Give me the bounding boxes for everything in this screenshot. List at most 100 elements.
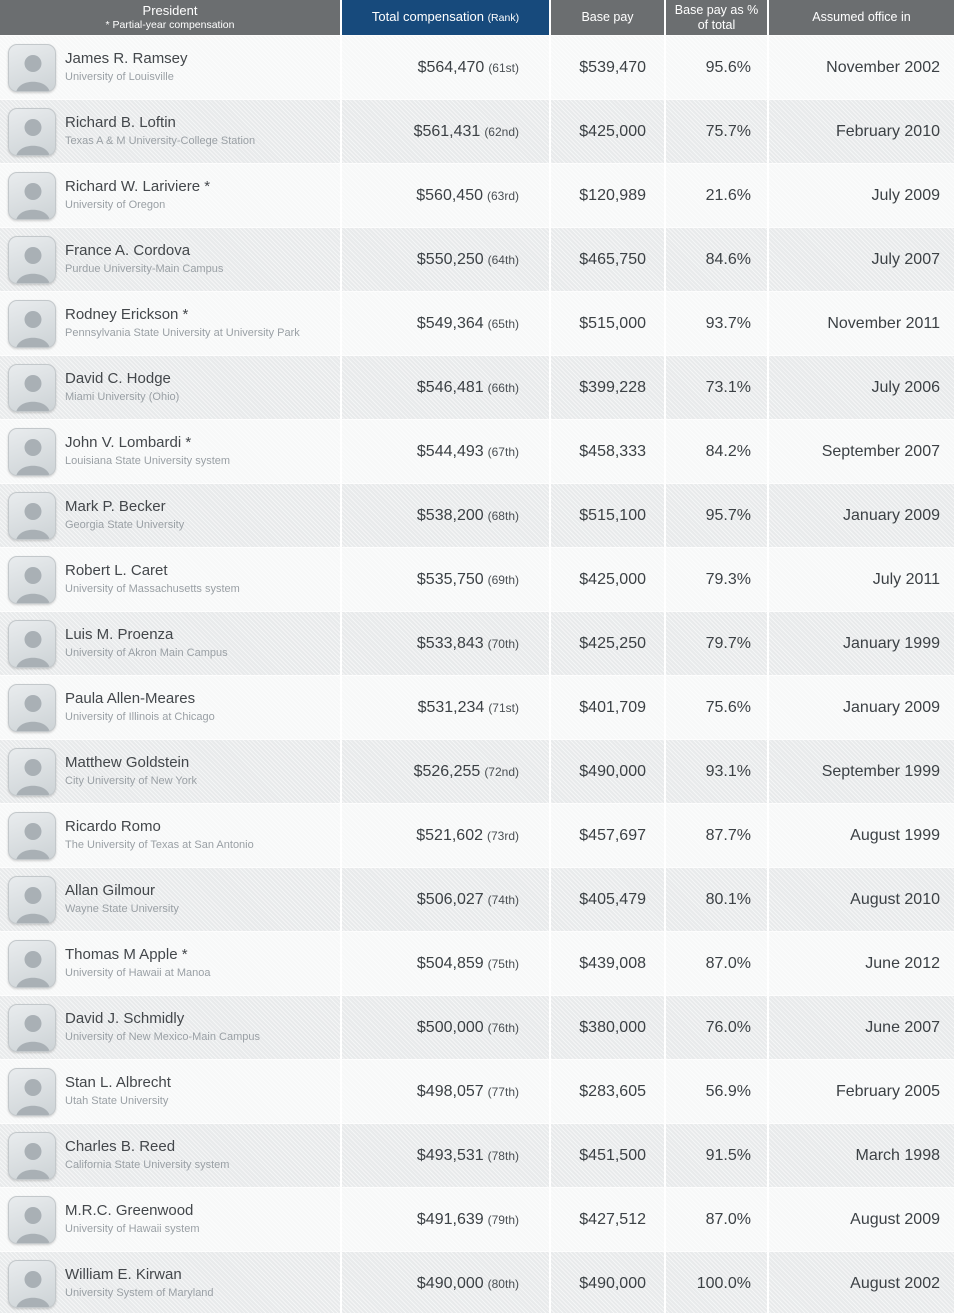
university-name: Pennsylvania State University at Univers… xyxy=(65,327,300,340)
total-compensation-value: $560,450 xyxy=(416,186,483,204)
total-compensation-cell: $504,859 (75th) xyxy=(340,932,549,995)
rank-value: (67th) xyxy=(487,444,519,459)
president-identity: Charles B. Reed California State Univers… xyxy=(65,1138,229,1172)
president-cell: David C. Hodge Miami University (Ohio) xyxy=(0,356,340,419)
person-silhouette-icon xyxy=(16,182,50,219)
column-header-president[interactable]: President * Partial-year compensation xyxy=(0,0,340,35)
pct-of-total-cell: 84.2% xyxy=(664,420,767,483)
base-pay-value: $458,333 xyxy=(579,442,646,460)
university-name: Wayne State University xyxy=(65,903,179,916)
president-identity: Stan L. Albrecht Utah State University xyxy=(65,1074,171,1108)
pct-of-total-value: 76.0% xyxy=(705,1018,751,1036)
pct-of-total-cell: 93.7% xyxy=(664,292,767,355)
assumed-office-cell: March 1998 xyxy=(767,1124,954,1187)
partial-year-note: * Partial-year compensation xyxy=(105,19,235,32)
pct-of-total-value: 87.0% xyxy=(705,1210,751,1228)
table-row: Luis M. Proenza University of Akron Main… xyxy=(0,611,954,675)
pct-of-total-value: 100.0% xyxy=(696,1274,751,1292)
president-photo xyxy=(8,107,56,156)
pct-of-total-cell: 100.0% xyxy=(664,1252,767,1313)
rank-value: (65th) xyxy=(487,316,519,331)
column-header-assumed-office[interactable]: Assumed office in xyxy=(767,0,954,35)
pct-of-total-cell: 73.1% xyxy=(664,356,767,419)
total-compensation-cell: $549,364 (65th) xyxy=(340,292,549,355)
table-row: David J. Schmidly University of New Mexi… xyxy=(0,995,954,1059)
person-silhouette-icon xyxy=(16,630,50,667)
total-compensation-header-label: Total compensation (Rank) xyxy=(372,9,519,25)
pct-of-total-value: 79.7% xyxy=(705,634,751,652)
column-header-pct-of-total[interactable]: Base pay as % of total xyxy=(664,0,767,35)
pct-of-total-cell: 56.9% xyxy=(664,1060,767,1123)
president-cell: Ricardo Romo The University of Texas at … xyxy=(0,804,340,867)
assumed-office-value: January 2009 xyxy=(843,698,940,716)
president-cell: Thomas M Apple * University of Hawaii at… xyxy=(0,932,340,995)
total-compensation-cell: $491,639 (79th) xyxy=(340,1188,549,1251)
base-pay-cell: $425,000 xyxy=(549,100,664,163)
total-compensation-cell: $538,200 (68th) xyxy=(340,484,549,547)
person-silhouette-icon xyxy=(16,1206,50,1243)
university-name: University of Akron Main Campus xyxy=(65,647,228,660)
university-name: University of Massachusetts system xyxy=(65,583,240,596)
base-pay-value: $465,750 xyxy=(579,250,646,268)
total-compensation-value: $550,250 xyxy=(416,250,484,268)
university-name: Georgia State University xyxy=(65,519,185,532)
rank-value: (62nd) xyxy=(484,124,519,139)
base-pay-cell: $283,605 xyxy=(549,1060,664,1123)
president-header-label: President xyxy=(142,2,198,18)
rank-value: (61st) xyxy=(488,60,519,75)
president-cell: Matthew Goldstein City University of New… xyxy=(0,740,340,803)
president-photo xyxy=(8,1259,56,1308)
base-pay-cell: $515,100 xyxy=(549,484,664,547)
total-compensation-value: $538,200 xyxy=(416,506,484,524)
pct-of-total-value: 95.7% xyxy=(705,506,751,524)
total-compensation-value: $544,493 xyxy=(416,442,484,460)
base-pay-cell: $439,008 xyxy=(549,932,664,995)
pct-of-total-cell: 75.7% xyxy=(664,100,767,163)
president-name: David C. Hodge xyxy=(65,370,171,388)
base-pay-cell: $458,333 xyxy=(549,420,664,483)
assumed-office-cell: June 2007 xyxy=(767,996,954,1059)
president-identity: France A. Cordova Purdue University-Main… xyxy=(65,242,223,276)
rank-value: (64th) xyxy=(487,252,519,267)
rank-value: (78th) xyxy=(487,1148,519,1163)
president-photo xyxy=(8,1003,56,1052)
president-name: Richard B. Loftin xyxy=(65,114,176,132)
total-compensation-value: $535,750 xyxy=(416,570,484,588)
assumed-office-value: August 2009 xyxy=(850,1210,940,1228)
assumed-office-cell: July 2011 xyxy=(767,548,954,611)
total-compensation-cell: $560,450 (63rd) xyxy=(340,164,549,227)
president-identity: John V. Lombardi * Louisiana State Unive… xyxy=(65,434,230,468)
president-identity: William E. Kirwan University System of M… xyxy=(65,1266,214,1300)
rank-value: (68th) xyxy=(487,508,519,523)
assumed-office-value: November 2002 xyxy=(826,58,940,76)
column-header-base-pay[interactable]: Base pay xyxy=(549,0,664,35)
rank-value: (73rd) xyxy=(486,828,519,843)
pct-of-total-value: 91.5% xyxy=(705,1146,751,1164)
pct-of-total-cell: 79.7% xyxy=(664,612,767,675)
table-row: Ricardo Romo The University of Texas at … xyxy=(0,803,954,867)
president-name: Ricardo Romo xyxy=(65,818,161,836)
total-compensation-cell: $533,843 (70th) xyxy=(340,612,549,675)
total-compensation-cell: $500,000 (76th) xyxy=(340,996,549,1059)
president-photo xyxy=(8,747,56,796)
president-name: Charles B. Reed xyxy=(65,1138,176,1156)
base-pay-value: $283,605 xyxy=(579,1082,646,1100)
assumed-office-value: August 2010 xyxy=(850,890,940,908)
column-header-total-compensation[interactable]: Total compensation (Rank) xyxy=(340,0,549,35)
university-name: Utah State University xyxy=(65,1095,169,1108)
person-silhouette-icon xyxy=(16,822,50,859)
university-name: Texas A & M University-College Station xyxy=(65,135,256,148)
table-row: William E. Kirwan University System of M… xyxy=(0,1251,954,1313)
assumed-office-value: August 2002 xyxy=(850,1274,940,1292)
president-identity: Ricardo Romo The University of Texas at … xyxy=(65,818,254,852)
president-cell: Richard W. Lariviere * University of Ore… xyxy=(0,164,340,227)
president-cell: John V. Lombardi * Louisiana State Unive… xyxy=(0,420,340,483)
assumed-office-cell: February 2010 xyxy=(767,100,954,163)
person-silhouette-icon xyxy=(16,566,50,603)
total-compensation-value: $531,234 xyxy=(417,698,485,716)
president-cell: Richard B. Loftin Texas A & M University… xyxy=(0,100,340,163)
person-silhouette-icon xyxy=(16,1142,50,1179)
president-name: Paula Allen-Meares xyxy=(65,690,196,708)
pct-of-total-value: 75.7% xyxy=(705,122,751,140)
